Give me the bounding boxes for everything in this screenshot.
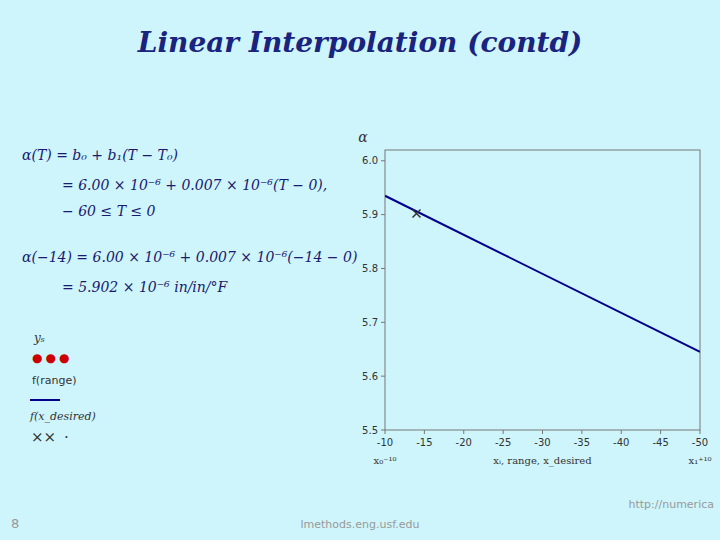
x-tick-label: -30 — [534, 437, 550, 448]
legend-markers: ×× — [31, 428, 56, 446]
y-axis-label: α — [358, 129, 368, 145]
formula: α(T) = b₀ + b₁(T − T₀) — [22, 147, 178, 163]
footer: http://numerica — [629, 498, 715, 511]
x-tick — [542, 430, 543, 434]
legend-dots: ●●● — [32, 351, 72, 365]
legend-dot: · — [64, 428, 69, 446]
formula: = 6.00 × 10⁻⁶ + 0.007 × 10⁻⁶(T − 0), — [62, 177, 327, 193]
legend-label: f(range) — [32, 374, 76, 387]
legend-label: yₛ — [33, 331, 45, 345]
formula: α(−14) = 6.00 × 10⁻⁶ + 0.007 × 10⁻⁶(−14 … — [22, 249, 357, 265]
x-sub-label: xᵢ, range, x_desired — [493, 455, 592, 467]
x-tick — [463, 430, 464, 434]
x-tick-label: -35 — [574, 437, 590, 448]
plot-data — [385, 196, 700, 352]
point-marker — [413, 210, 421, 218]
x-tick-label: -25 — [495, 437, 511, 448]
legend-label: f(x_desired) — [29, 410, 96, 423]
y-tick-label: 5.9 — [362, 209, 378, 220]
x-sub-label: x₀⁻¹⁰ — [374, 455, 397, 466]
y-tick — [381, 430, 385, 431]
x-tick-label: -10 — [377, 437, 393, 448]
y-tick-label: 5.6 — [362, 371, 378, 382]
y-tick-label: 5.5 — [362, 425, 378, 436]
formula: − 60 ≤ T ≤ 0 — [62, 203, 156, 219]
background — [0, 0, 720, 540]
x-sub-label: x₁⁺¹⁰ — [689, 455, 712, 466]
title: Linear Interpolation (contd) — [137, 26, 583, 59]
y-tick — [381, 268, 385, 269]
axes: -10 -15 -20 -25 -30 -35 -40 -45 -50 5.5 5.6 5.7 5.8 5… — [362, 155, 708, 448]
x-tick-label: -45 — [652, 437, 668, 448]
y-tick-label: 6.0 — [362, 155, 378, 166]
y-tick — [381, 322, 385, 323]
y-tick — [381, 376, 385, 377]
x-tick — [621, 430, 622, 434]
slide-number: 8 — [11, 516, 19, 531]
slide: Linear Interpolation (contd) -10 -15 -20 -25… — [0, 0, 720, 540]
x-tick — [424, 430, 425, 434]
y-tick-label: 5.7 — [362, 317, 378, 328]
x-tick — [503, 430, 504, 434]
footer: lmethods.eng.usf.edu — [301, 518, 420, 531]
y-tick — [381, 214, 385, 215]
x-tick — [700, 430, 701, 434]
legend-swatch — [30, 399, 60, 401]
series-line — [385, 196, 700, 352]
y-tick — [381, 160, 385, 161]
x-tick-label: -15 — [416, 437, 432, 448]
x-tick — [581, 430, 582, 434]
x-tick — [385, 430, 386, 434]
y-tick-label: 5.8 — [362, 263, 378, 274]
x-tick-label: -50 — [692, 437, 708, 448]
plot-frame — [385, 150, 700, 430]
x-tick — [660, 430, 661, 434]
formula: = 5.902 × 10⁻⁶ in/in/°F — [62, 279, 229, 295]
x-tick-label: -20 — [456, 437, 472, 448]
x-tick-label: -40 — [613, 437, 629, 448]
